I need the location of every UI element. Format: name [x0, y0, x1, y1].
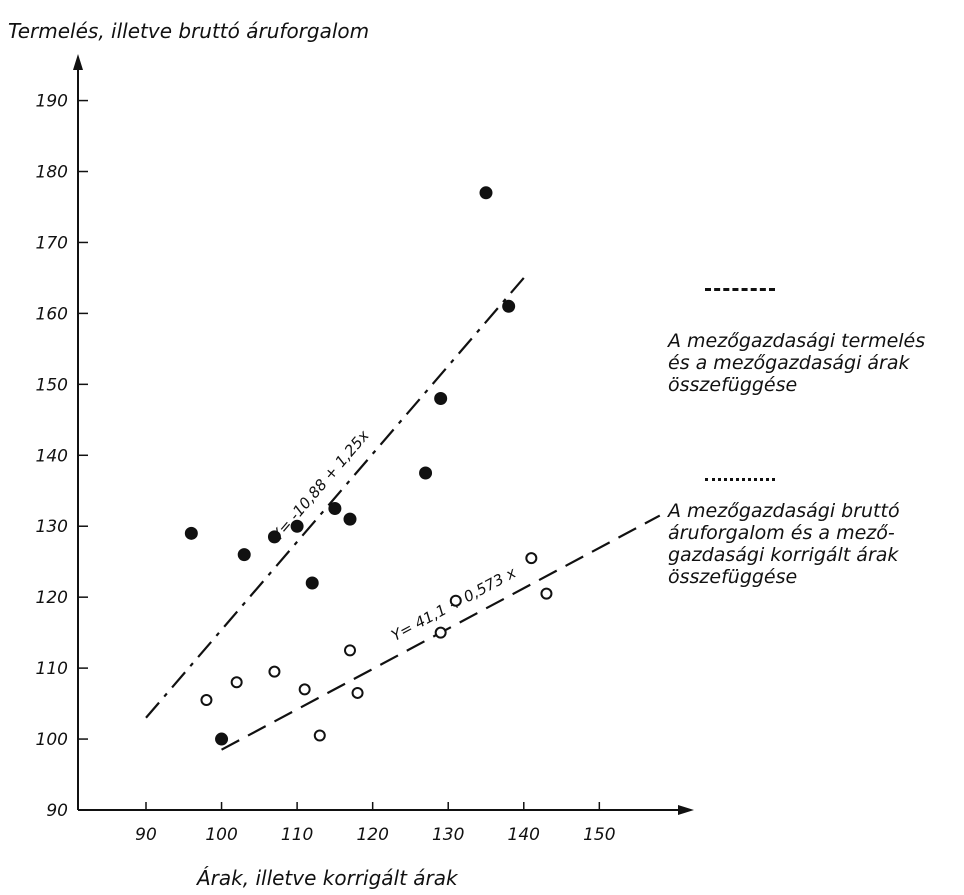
- y-axis-arrow: [73, 54, 83, 70]
- y-tick-label: 90: [46, 801, 68, 821]
- x-tick-label: 110: [281, 825, 313, 845]
- y-tick-label: 150: [36, 375, 68, 395]
- legend-entry: A mezőgazdasági termelés és a mezőgazdasá…: [668, 330, 960, 396]
- legend-swatch-dashed: [705, 288, 775, 291]
- x-axis-title: Árak, illetve korrigált árak: [195, 866, 459, 890]
- filled-data-point: [502, 299, 516, 313]
- x-axis-arrow: [678, 805, 694, 815]
- open-data-point: [434, 626, 447, 639]
- y-tick-label: 160: [36, 304, 68, 324]
- x-tick-label: 100: [205, 825, 237, 845]
- open-data-point: [230, 676, 243, 689]
- y-tick-label: 180: [36, 163, 68, 183]
- x-tick-label: 150: [583, 825, 615, 845]
- y-tick-label: 100: [36, 730, 68, 750]
- filled-data-point: [184, 526, 198, 540]
- filled-data-point: [434, 392, 448, 406]
- filled-data-point: [328, 501, 342, 515]
- fit-line-equation: Y= -10,88 + 1,25x: [268, 427, 372, 544]
- y-tick-label: 120: [36, 588, 68, 608]
- tick-labels: 90 100 110 120 130 140 150 160 170 180 190 90 100 110…: [36, 92, 616, 845]
- open-data-point: [449, 594, 462, 607]
- y-tick-label: 170: [36, 233, 68, 253]
- filled-data-point: [290, 519, 304, 533]
- open-data-point: [351, 686, 364, 699]
- filled-data-point: [343, 512, 357, 526]
- open-data-point: [344, 644, 356, 657]
- legend-text-line: és a mezőgazdasági árak: [668, 352, 910, 374]
- y-tick-label: 110: [36, 659, 68, 679]
- legend-text-line: A mezőgazdasági termelés: [668, 330, 926, 352]
- y-tick-label: 190: [36, 92, 68, 112]
- y-tick-label: 140: [36, 446, 68, 466]
- legend-swatch-dash-dot: [705, 478, 775, 481]
- x-tick-label: 130: [432, 825, 464, 845]
- x-tick-label: 120: [356, 825, 388, 845]
- x-tick-label: 140: [508, 825, 540, 845]
- legend-text-line: A mezőgazdasági bruttó: [668, 500, 900, 522]
- data-points: [184, 186, 553, 746]
- filled-data-point: [305, 576, 319, 590]
- y-axis-title: Termelés, illetve bruttó áruforgalom: [8, 19, 369, 43]
- open-data-point: [298, 683, 311, 696]
- open-data-point: [540, 587, 553, 600]
- filled-data-point: [267, 530, 281, 544]
- filled-data-point: [215, 732, 229, 746]
- filled-data-point: [479, 186, 493, 200]
- legend-text-line: gazdasági korrigált árak: [668, 544, 899, 566]
- open-data-point: [268, 665, 281, 678]
- legend-text-line: áruforgalom és a mező-: [668, 522, 895, 544]
- open-data-point: [525, 552, 538, 565]
- x-tick-label: 90: [135, 825, 157, 845]
- fit-line-dash-dot: [145, 277, 525, 719]
- legend-text-line: összefüggése: [668, 374, 798, 396]
- legend-entry: A mezőgazdasági bruttó áruforgalom és a m…: [668, 500, 960, 588]
- axes: [73, 54, 694, 815]
- filled-data-point: [237, 548, 251, 562]
- open-data-point: [313, 729, 326, 742]
- legend-text-line: összefüggése: [668, 566, 798, 588]
- y-tick-label: 130: [36, 517, 68, 537]
- filled-data-point: [419, 466, 433, 480]
- open-data-point: [200, 694, 213, 707]
